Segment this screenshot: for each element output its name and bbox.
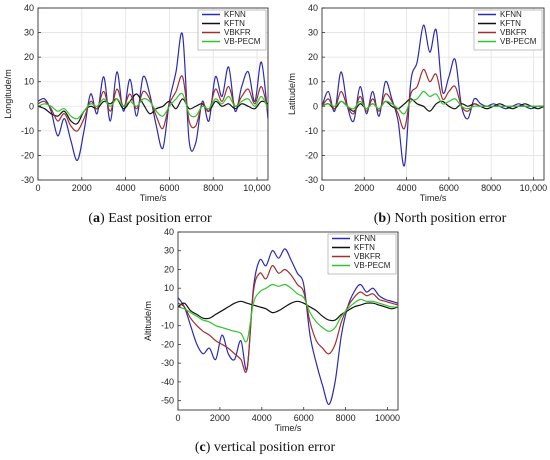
y-tick-label: -10 bbox=[305, 126, 318, 136]
chart-caption: (b) North position error bbox=[374, 211, 507, 226]
caption-prefix: ( bbox=[195, 440, 200, 455]
x-tick-label: 4000 bbox=[116, 183, 136, 193]
caption-prefix: ( bbox=[88, 211, 93, 226]
y-tick-label: -40 bbox=[161, 377, 174, 387]
caption-text: ) East position error bbox=[100, 211, 212, 226]
y-tick-label: 40 bbox=[308, 3, 318, 13]
x-tick-label: 6000 bbox=[439, 183, 459, 193]
legend-label: KFTN bbox=[500, 19, 521, 28]
y-tick-label: 30 bbox=[164, 246, 174, 256]
series-line-kfnn bbox=[37, 32, 269, 161]
caption-letter: b bbox=[378, 211, 386, 226]
x-tick-label: 2000 bbox=[354, 183, 374, 193]
y-tick-label: 40 bbox=[164, 227, 174, 237]
caption-letter: a bbox=[93, 211, 100, 226]
y-tick-label: 0 bbox=[313, 101, 318, 111]
caption-letter: c bbox=[200, 440, 206, 455]
x-tick-label: 8000 bbox=[203, 183, 223, 193]
x-axis-label: Time/s bbox=[420, 193, 447, 203]
x-axis-label: Time/s bbox=[275, 423, 302, 433]
y-tick-label: -50 bbox=[161, 396, 174, 406]
legend-label: VB-PECM bbox=[354, 261, 391, 270]
y-tick-label: -30 bbox=[21, 175, 34, 185]
x-tick-label: 8000 bbox=[481, 183, 501, 193]
y-axis-label: Altitude/m bbox=[143, 301, 153, 341]
x-tick-label: 0 bbox=[319, 183, 324, 193]
legend-label: VBKFR bbox=[354, 252, 381, 261]
y-tick-label: -30 bbox=[161, 358, 174, 368]
x-tick-label: 4000 bbox=[397, 183, 417, 193]
y-tick-label: -30 bbox=[305, 175, 318, 185]
legend-label: VBKFR bbox=[500, 28, 527, 37]
y-tick-label: 10 bbox=[24, 77, 34, 87]
y-tick-label: 40 bbox=[24, 3, 34, 13]
x-tick-label: 10,000 bbox=[520, 183, 548, 193]
series-line-kftn bbox=[177, 300, 399, 322]
chart-caption: (c) vertical position error bbox=[195, 440, 336, 455]
x-tick-label: 6000 bbox=[294, 413, 314, 423]
y-axis-label: Longitude/m bbox=[3, 69, 13, 119]
legend-box bbox=[327, 233, 397, 275]
plot-frame bbox=[37, 7, 269, 181]
series-line-vbkfr bbox=[321, 68, 544, 130]
x-tick-label: 0 bbox=[35, 183, 40, 193]
legend-label: KFNN bbox=[354, 234, 376, 243]
legend-label: KFTN bbox=[224, 19, 245, 28]
chart-caption: (a) East position error bbox=[88, 211, 212, 226]
y-tick-label: 20 bbox=[164, 264, 174, 274]
y-tick-label: 20 bbox=[24, 52, 34, 62]
series-line-vb-pecm bbox=[321, 90, 544, 115]
y-tick-label: -20 bbox=[161, 339, 174, 349]
y-tick-label: -20 bbox=[21, 150, 34, 160]
legend-label: VB-PECM bbox=[224, 37, 261, 46]
legend-label: VBKFR bbox=[224, 28, 251, 37]
y-tick-label: -20 bbox=[305, 150, 318, 160]
legend-box bbox=[197, 9, 267, 51]
legend-label: KFNN bbox=[224, 10, 246, 19]
caption-text: ) vertical position error bbox=[206, 440, 336, 455]
y-tick-label: 30 bbox=[308, 28, 318, 38]
y-axis-label: Latitude/m bbox=[287, 73, 297, 115]
series-line-kftn bbox=[37, 93, 269, 125]
y-tick-label: 0 bbox=[29, 101, 34, 111]
plot-frame bbox=[321, 7, 545, 181]
legend-box bbox=[473, 9, 543, 51]
x-tick-label: 6000 bbox=[159, 183, 179, 193]
series-line-kfnn bbox=[177, 248, 399, 406]
x-tick-label: 10000 bbox=[375, 413, 400, 423]
series-line-kfnn bbox=[321, 24, 545, 167]
x-tick-label: 4000 bbox=[252, 413, 272, 423]
y-tick-label: -10 bbox=[161, 321, 174, 331]
series-line-vbkfr bbox=[177, 265, 399, 374]
y-tick-label: 10 bbox=[164, 283, 174, 293]
y-tick-label: 0 bbox=[169, 302, 174, 312]
legend-label: KFNN bbox=[500, 10, 522, 19]
caption-text: ) North position error bbox=[386, 211, 506, 226]
caption-prefix: ( bbox=[374, 211, 379, 226]
y-tick-label: 10 bbox=[308, 77, 318, 87]
x-tick-label: 2000 bbox=[72, 183, 92, 193]
y-tick-label: 30 bbox=[24, 28, 34, 38]
y-tick-label: 20 bbox=[308, 52, 318, 62]
plot-frame bbox=[177, 231, 399, 411]
chart-a: 0 2000 4000 6000 8000 10,000 -30 -20 -10 0 10 20 30 4… bbox=[3, 3, 271, 226]
legend-label: KFTN bbox=[354, 243, 375, 252]
x-tick-label: 8000 bbox=[336, 413, 356, 423]
x-tick-label: 10,000 bbox=[243, 183, 271, 193]
chart-b: 0 2000 4000 6000 8000 10,000 -30 -20 -10 0 10 20 30 4… bbox=[287, 3, 547, 226]
series-line-vb-pecm bbox=[37, 92, 269, 120]
legend-label: VB-PECM bbox=[500, 37, 537, 46]
x-tick-label: 2000 bbox=[210, 413, 230, 423]
y-tick-label: -10 bbox=[21, 126, 34, 136]
chart-c: 0 2000 4000 6000 8000 10000 -50 -40 -30 -20 -10 0 10… bbox=[143, 227, 400, 455]
x-axis-label: Time/s bbox=[140, 193, 167, 203]
series-line-vb-pecm bbox=[177, 283, 399, 343]
x-tick-label: 0 bbox=[175, 413, 180, 423]
